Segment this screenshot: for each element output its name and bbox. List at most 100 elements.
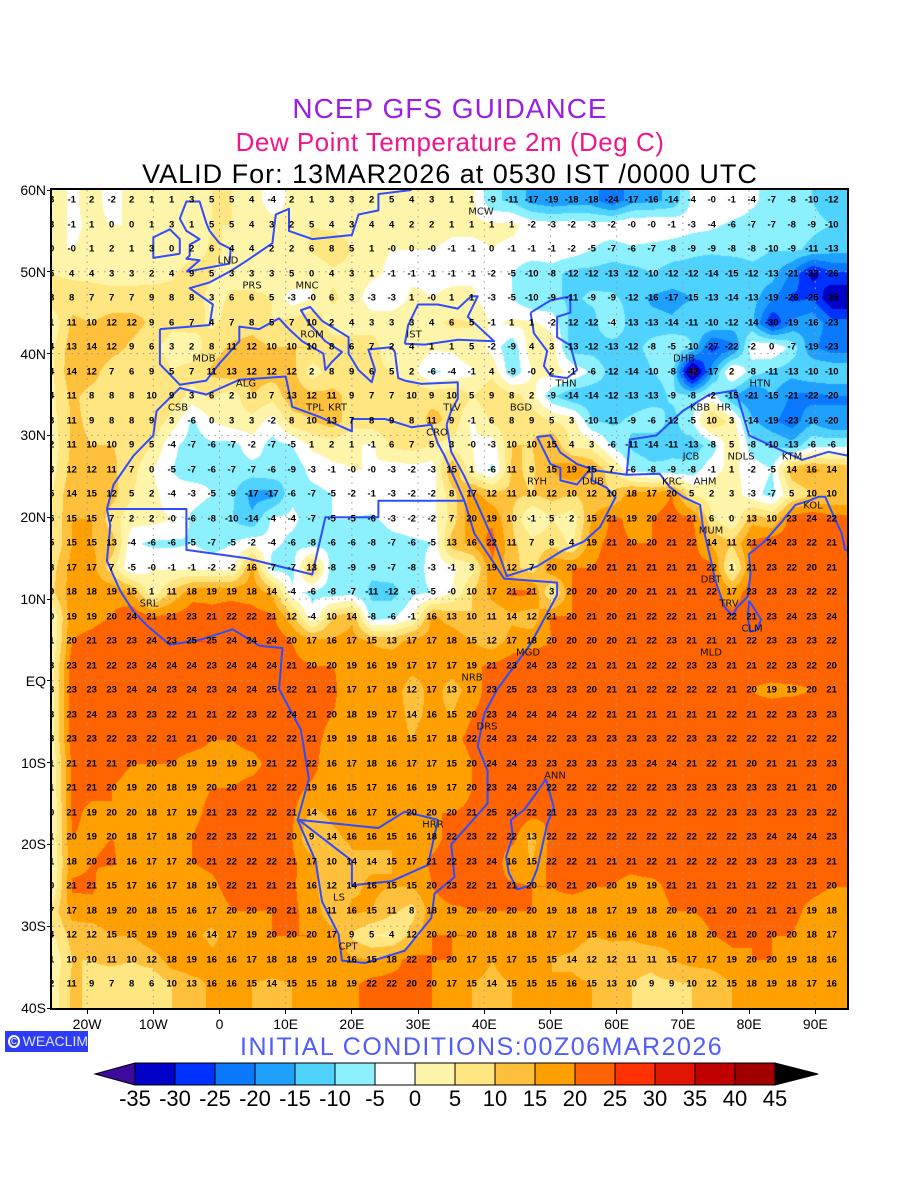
- city-label-bgd: BGD: [509, 402, 533, 414]
- grid-value: -19: [804, 341, 819, 353]
- grid-value: 21: [206, 856, 217, 867]
- legend-swatch: [134, 1062, 176, 1086]
- grid-value: -7: [187, 464, 196, 475]
- grid-value: 13: [446, 611, 457, 622]
- grid-value: 10: [106, 439, 117, 451]
- city-label-trv: TRV: [719, 598, 739, 610]
- grid-value: 20: [726, 905, 737, 916]
- grid-value: -2: [427, 513, 436, 524]
- grid-value: -0: [447, 586, 456, 598]
- grid-value: 12: [546, 488, 557, 500]
- grid-value: 11: [66, 439, 77, 451]
- grid-value: -13: [824, 243, 839, 255]
- grid-value: -13: [764, 268, 779, 279]
- grid-value: 19: [346, 733, 357, 745]
- grid-value: 1: [89, 219, 95, 230]
- grid-value: 23: [746, 831, 757, 843]
- grid-value: 4: [389, 219, 395, 230]
- grid-value: -10: [804, 194, 819, 206]
- grid-value: 17: [366, 782, 377, 794]
- legend-swatch: [294, 1062, 336, 1086]
- grid-value: 4: [52, 366, 54, 377]
- grid-value: 22: [726, 856, 737, 867]
- grid-value: 23: [126, 733, 137, 745]
- lon-tick: [417, 1008, 419, 1014]
- grid-value: 0: [769, 341, 775, 353]
- grid-value: 24: [486, 758, 497, 769]
- grid-value: 9: [429, 390, 435, 402]
- grid-value: 18: [86, 905, 97, 916]
- grid-value: -1: [467, 268, 476, 279]
- sri-lanka-coastline: [746, 600, 762, 633]
- grid-value: 15: [386, 831, 397, 843]
- grid-value: 3: [589, 439, 595, 451]
- grid-value: 20: [626, 537, 637, 549]
- grid-value: 17: [246, 954, 257, 965]
- grid-value: 24: [126, 684, 137, 696]
- grid-value: 20: [766, 929, 777, 941]
- grid-value: 21: [606, 684, 617, 696]
- grid-value: -7: [387, 537, 396, 549]
- grid-value: 21: [646, 562, 657, 573]
- grid-value: 12: [406, 929, 417, 941]
- grid-value: 19: [766, 684, 777, 696]
- grid-value: -19: [784, 317, 799, 328]
- caspian-sea-coastline: [529, 295, 578, 380]
- grid-value: 23: [666, 635, 677, 647]
- grid-value: -11: [365, 586, 379, 598]
- legend-swatch: [374, 1062, 416, 1086]
- grid-value: 17: [426, 758, 437, 769]
- grid-value: -1: [467, 366, 476, 377]
- grid-value: 22: [586, 709, 597, 720]
- grid-value: 18: [66, 586, 77, 598]
- grid-value: -19: [544, 194, 559, 206]
- grid-value: 3: [269, 268, 275, 279]
- grid-value: -42: [684, 366, 699, 377]
- grid-value: 1: [369, 268, 375, 279]
- grid-value: 21: [626, 611, 637, 622]
- grid-value: -17: [704, 366, 719, 377]
- grid-value: 4: [529, 341, 535, 353]
- grid-value: 7: [389, 390, 395, 402]
- grid-value: 13: [606, 978, 617, 990]
- grid-value: -4: [287, 513, 296, 524]
- grid-value: 4: [429, 317, 435, 328]
- logo-text: WEACLIM: [22, 1033, 88, 1049]
- grid-value: 18: [426, 905, 437, 916]
- city-label-dub: DUB: [582, 476, 604, 488]
- grid-value: -6: [347, 537, 356, 549]
- grid-value: -12: [744, 268, 759, 279]
- grid-value: -0: [367, 464, 376, 475]
- grid-value: 23: [466, 856, 477, 867]
- grid-value: 21: [746, 562, 757, 573]
- grid-value: -7: [187, 439, 196, 451]
- grid-value: -1: [67, 219, 76, 230]
- grid-value: -8: [787, 219, 796, 230]
- lat-tick: [47, 925, 52, 927]
- grid-value: 10: [86, 317, 97, 328]
- lat-tick: [47, 271, 52, 273]
- grid-value: 20: [446, 807, 457, 818]
- grid-value: -6: [627, 243, 636, 255]
- grid-value: 21: [486, 880, 497, 892]
- grid-value: 19: [146, 929, 157, 941]
- grid-value: 24: [546, 709, 557, 720]
- grid-value: -9: [347, 562, 356, 573]
- grid-value: -7: [227, 464, 236, 475]
- grid-value: 15: [446, 464, 457, 475]
- grid-value: -0: [707, 194, 716, 206]
- grid-value: 4: [569, 537, 575, 549]
- city-label-kbb: KBB: [689, 402, 711, 414]
- city-label-mgd: MGD: [515, 647, 541, 659]
- grid-value: 18: [426, 831, 437, 843]
- grid-value: 15: [166, 905, 177, 916]
- grid-value: -5: [667, 341, 676, 353]
- grid-value: -12: [564, 268, 579, 279]
- grid-value: 21: [786, 905, 797, 916]
- grid-value: 13: [186, 978, 197, 990]
- grid-value: -4: [307, 611, 316, 622]
- grid-value: 19: [726, 954, 737, 965]
- grid-value: 19: [486, 513, 497, 524]
- grid-value: 20: [546, 880, 557, 892]
- grid-value: 24: [566, 709, 577, 720]
